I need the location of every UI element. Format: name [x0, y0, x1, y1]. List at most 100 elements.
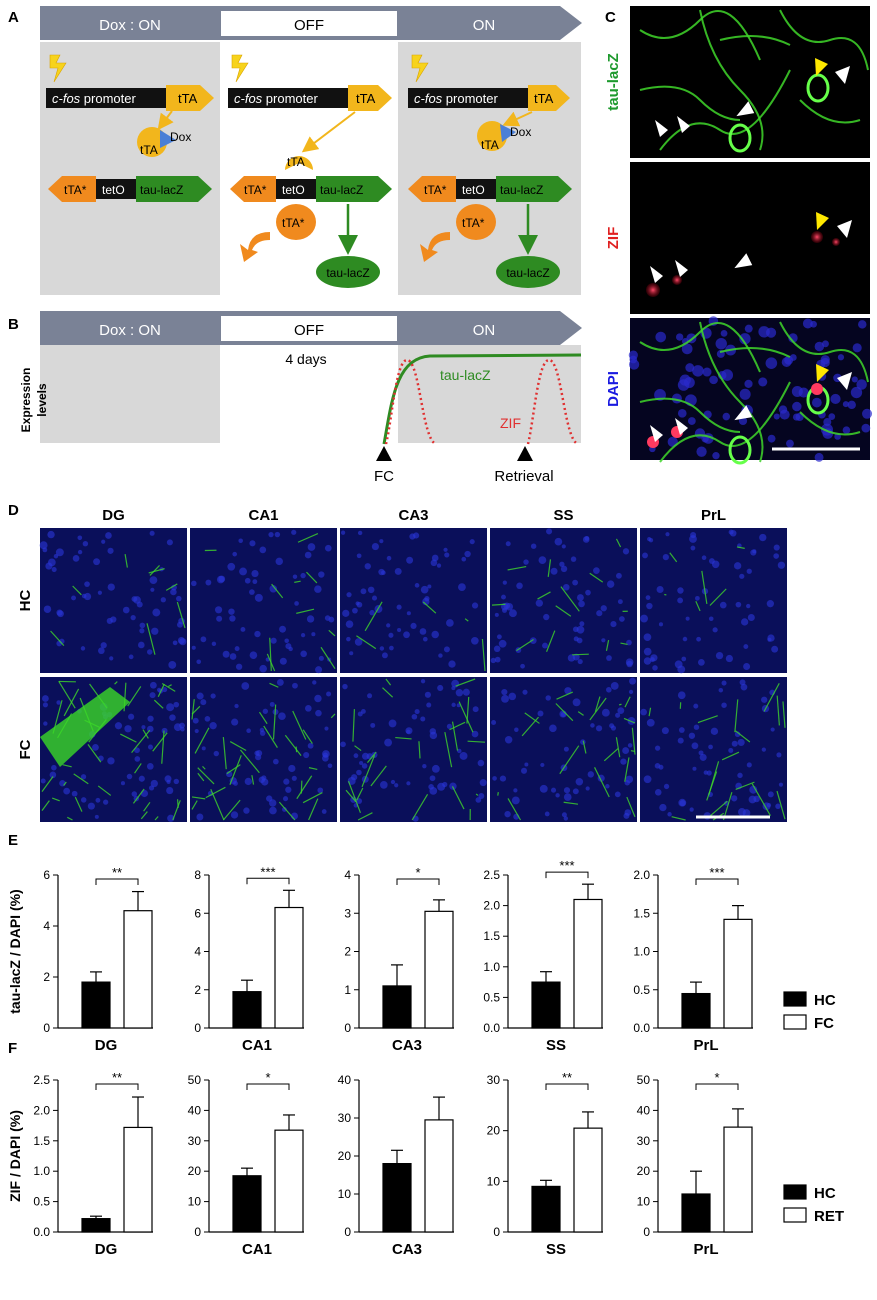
neurite — [589, 572, 604, 583]
channel-label-dapi: DAPI — [605, 371, 622, 407]
dapi-nucleus — [694, 595, 700, 601]
dapi-nucleus — [285, 786, 292, 793]
dapi-nucleus — [81, 593, 87, 599]
dapi-nucleus — [628, 359, 640, 370]
neurite — [191, 699, 195, 720]
neurite — [516, 638, 534, 652]
neurite — [560, 586, 580, 612]
white-arrowhead — [677, 116, 690, 133]
dapi-nucleus — [475, 797, 482, 803]
dapi-nucleus — [53, 554, 59, 559]
dapi-nucleus — [767, 637, 772, 642]
dapi-nucleus — [744, 379, 753, 388]
dapi-nucleus — [436, 563, 442, 568]
dapi-nucleus — [164, 775, 172, 783]
y-tick-label: 2.0 — [33, 1103, 50, 1117]
dapi-nucleus — [321, 809, 327, 814]
dapi-nucleus — [232, 551, 238, 557]
significance-label: *** — [559, 858, 574, 873]
y-tick-label: 2.5 — [483, 868, 500, 882]
dapi-nucleus — [725, 654, 733, 663]
dapi-nucleus — [234, 646, 240, 652]
dapi-nucleus — [317, 787, 324, 794]
dox-molecule — [160, 130, 176, 148]
neurite — [328, 629, 336, 637]
neurite — [639, 10, 761, 61]
taulacz-protein-label: tau-lacZ — [506, 266, 549, 280]
dapi-nucleus — [792, 401, 802, 412]
bar-hc — [681, 992, 711, 1029]
dapi-nucleus — [288, 646, 293, 652]
dapi-nucleus — [149, 681, 157, 689]
dapi-nucleus — [80, 797, 87, 803]
micrograph-zif — [630, 162, 870, 314]
phase-bg-dox-on — [40, 42, 220, 295]
taulacz-protein — [496, 256, 560, 288]
neurite — [67, 816, 73, 821]
dapi-nucleus — [259, 546, 267, 554]
dapi-nucleus — [862, 408, 873, 419]
y-tick-label: 6 — [194, 906, 201, 920]
dapi-nucleus — [457, 748, 462, 754]
y-tick-label: 20 — [637, 1164, 651, 1178]
dapi-nucleus — [625, 775, 634, 784]
dapi-nucleus — [371, 542, 380, 551]
zif-positive-nucleus — [811, 383, 823, 395]
cfos-promoter-box — [228, 88, 348, 108]
dapi-nucleus — [324, 726, 329, 731]
dapi-nucleus — [706, 770, 712, 776]
dapi-nucleus — [419, 628, 427, 635]
neurite — [271, 583, 284, 599]
neurite — [577, 711, 584, 716]
dapi-nucleus — [42, 547, 48, 553]
dapi-nucleus — [718, 687, 724, 693]
dapi-nucleus — [128, 654, 134, 660]
significance-label: ** — [112, 1070, 122, 1085]
dapi-nucleus — [575, 777, 584, 786]
dapi-nucleus — [228, 608, 235, 615]
neurite — [699, 9, 764, 151]
dapi-nucleus — [303, 751, 310, 759]
dapi-nucleus — [71, 790, 78, 797]
dapi-nucleus — [712, 627, 718, 633]
significance-label: ** — [112, 865, 122, 880]
dapi-nucleus — [789, 354, 797, 361]
dapi-nucleus — [513, 788, 518, 793]
dapi-nucleus — [523, 559, 529, 565]
tta-star-arrow — [230, 176, 276, 202]
dapi-nucleus — [721, 680, 727, 686]
neurite — [799, 411, 861, 436]
dapi-nucleus — [134, 756, 141, 762]
neurite — [481, 638, 486, 672]
bar-hc — [232, 1175, 262, 1233]
dapi-nucleus — [128, 713, 135, 720]
dapi-nucleus — [92, 744, 99, 751]
dapi-nucleus — [51, 567, 57, 573]
dapi-nucleus — [459, 751, 468, 760]
neurite — [269, 682, 279, 688]
neurite — [148, 568, 165, 574]
bar-hc — [81, 981, 111, 1029]
dapi-nucleus — [590, 723, 595, 728]
dapi-nucleus — [493, 645, 501, 653]
dapi-nucleus — [814, 341, 825, 352]
dapi-nucleus — [830, 393, 841, 405]
dapi-nucleus — [397, 628, 402, 633]
dapi-nucleus — [292, 682, 298, 689]
dapi-nucleus — [72, 555, 80, 562]
bar-ret — [123, 1126, 153, 1233]
dapi-nucleus — [304, 704, 312, 712]
dapi-nucleus — [166, 786, 174, 795]
dapi-nucleus — [255, 750, 263, 757]
dapi-nucleus — [340, 741, 346, 748]
neurite — [366, 751, 377, 764]
dapi-nucleus — [312, 680, 317, 685]
dapi-nucleus — [761, 696, 768, 703]
dapi-nucleus — [140, 789, 149, 798]
neurite — [197, 767, 215, 785]
dapi-nucleus — [490, 657, 496, 664]
dapi-nucleus — [587, 771, 595, 778]
merged-content — [628, 316, 873, 465]
neurite — [263, 725, 278, 748]
dapi-nucleus — [424, 691, 431, 698]
